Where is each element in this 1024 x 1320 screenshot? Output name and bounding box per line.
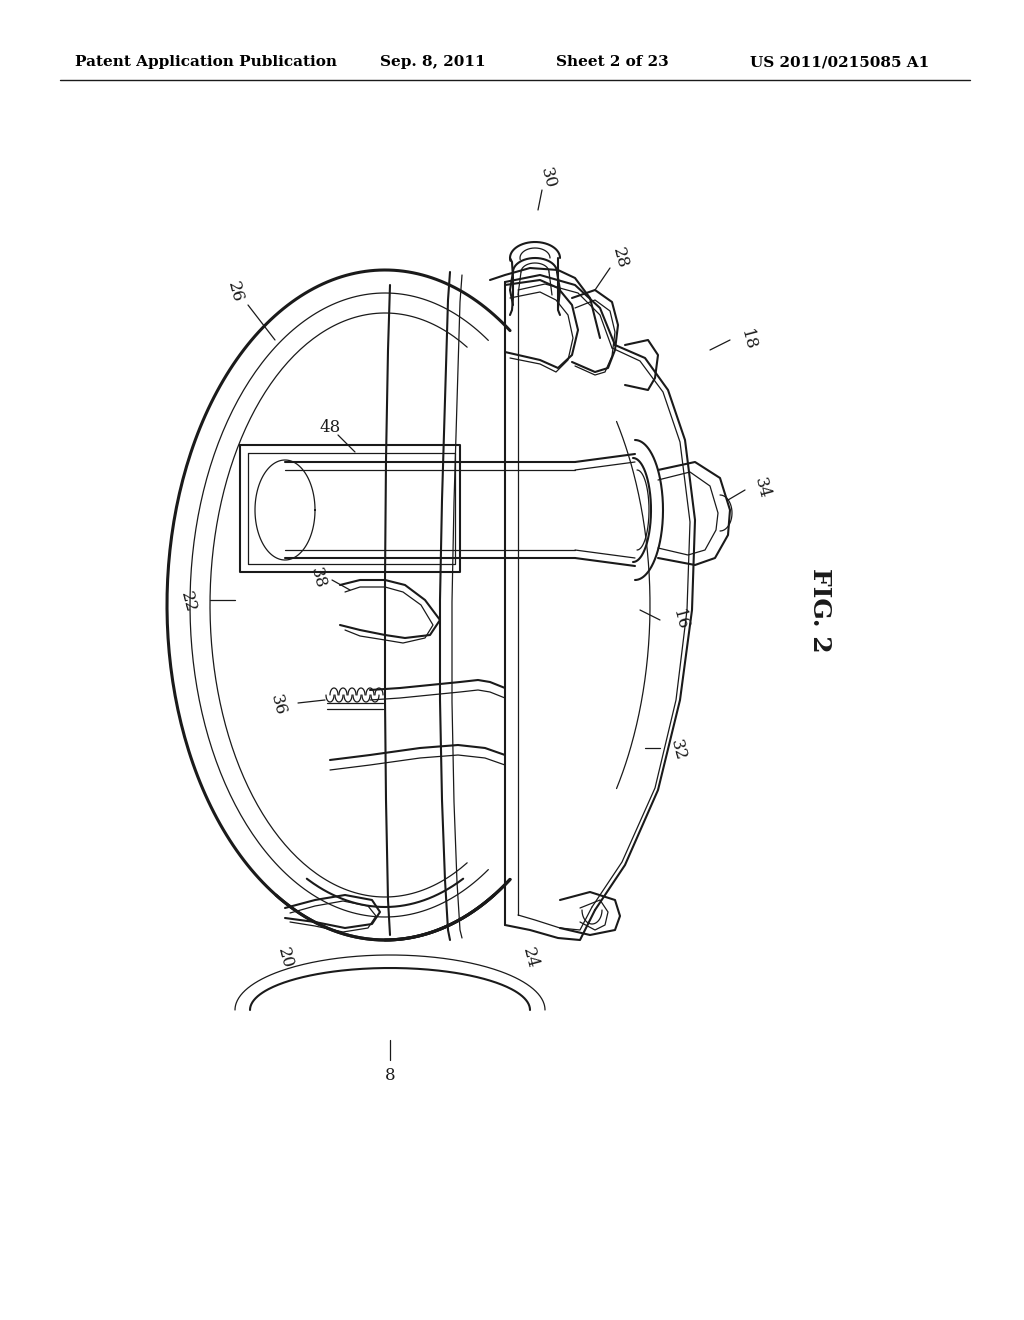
Text: 28: 28 [609, 246, 631, 271]
Text: Sheet 2 of 23: Sheet 2 of 23 [556, 55, 669, 69]
Text: 48: 48 [319, 420, 341, 437]
Text: 36: 36 [267, 693, 289, 717]
Text: 34: 34 [751, 475, 773, 500]
Text: 32: 32 [667, 738, 689, 763]
Text: 38: 38 [307, 565, 329, 590]
Text: 18: 18 [737, 327, 759, 352]
Text: FIG. 2: FIG. 2 [808, 568, 831, 652]
Text: 24: 24 [519, 945, 541, 970]
Text: 26: 26 [224, 280, 246, 305]
Text: 8: 8 [385, 1067, 395, 1084]
Text: Sep. 8, 2011: Sep. 8, 2011 [380, 55, 485, 69]
Text: 20: 20 [274, 945, 296, 970]
Text: US 2011/0215085 A1: US 2011/0215085 A1 [750, 55, 929, 69]
Text: 16: 16 [669, 607, 691, 632]
Text: Patent Application Publication: Patent Application Publication [75, 55, 337, 69]
Text: 30: 30 [537, 165, 559, 190]
Text: 22: 22 [177, 590, 199, 615]
